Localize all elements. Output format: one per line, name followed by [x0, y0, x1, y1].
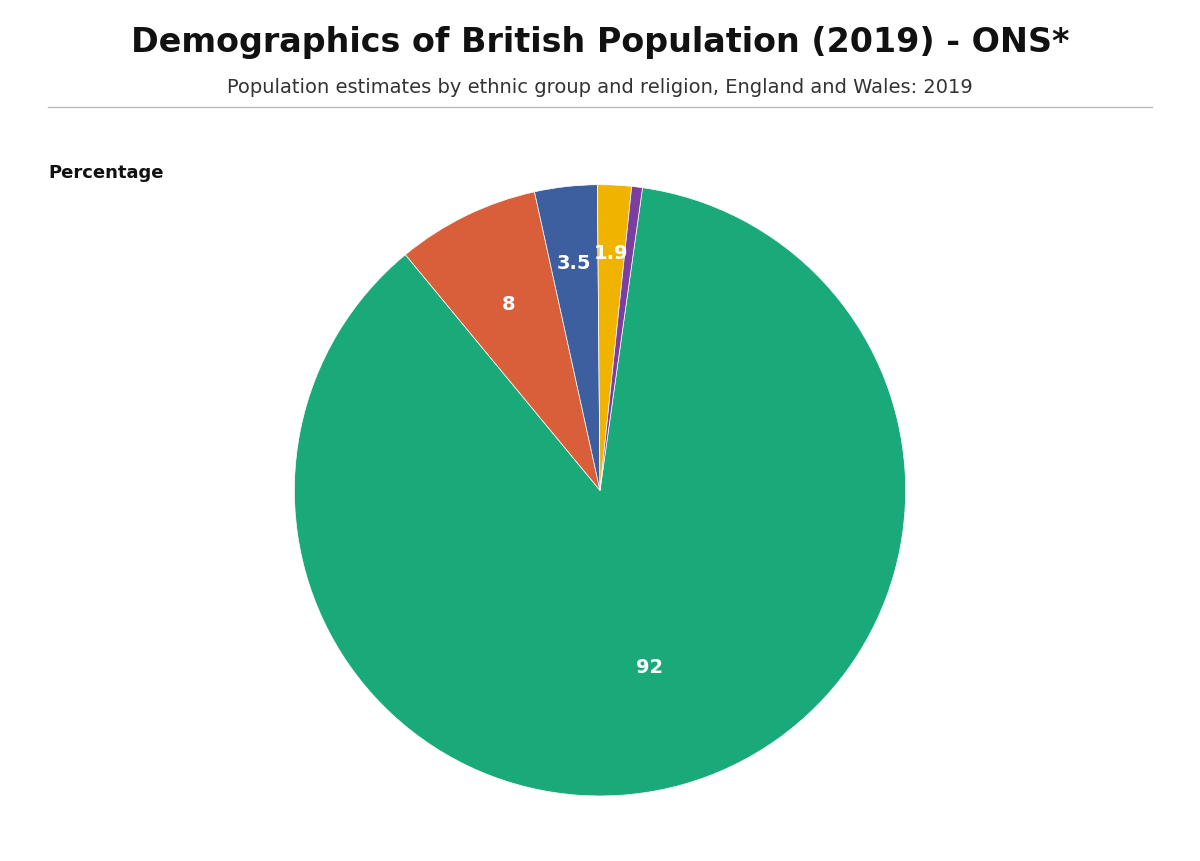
Wedge shape	[294, 189, 906, 796]
Text: Percentage: Percentage	[48, 164, 163, 182]
Wedge shape	[406, 193, 600, 491]
Text: 3.5: 3.5	[557, 254, 592, 273]
Text: 92: 92	[636, 658, 664, 677]
Text: Population estimates by ethnic group and religion, England and Wales: 2019: Population estimates by ethnic group and…	[227, 77, 973, 96]
Wedge shape	[600, 187, 642, 491]
Wedge shape	[598, 185, 631, 491]
Text: 1.9: 1.9	[594, 244, 629, 263]
Wedge shape	[534, 185, 600, 491]
Text: 8: 8	[503, 294, 516, 313]
Text: Demographics of British Population (2019) - ONS*: Demographics of British Population (2019…	[131, 26, 1069, 59]
